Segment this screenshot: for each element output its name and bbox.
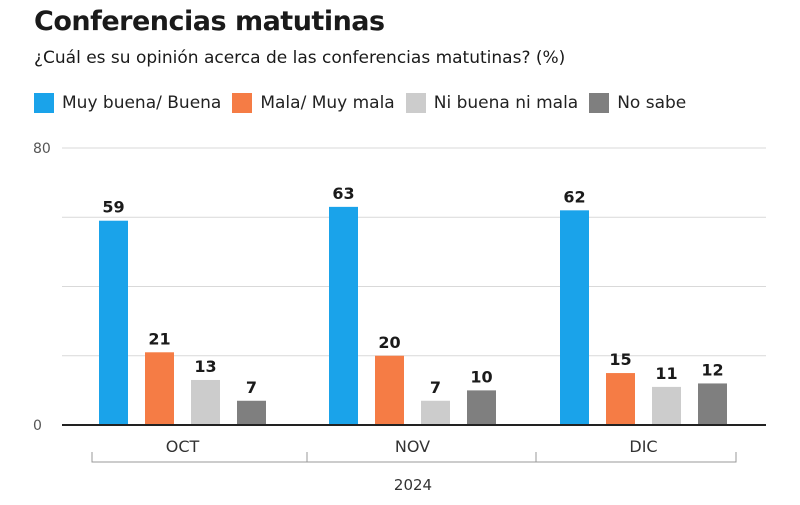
legend-item-ni-buena-ni-mala: Ni buena ni mala (405, 93, 579, 113)
data-label: 10 (470, 367, 492, 386)
bar (191, 379, 220, 425)
data-label: 12 (701, 360, 723, 379)
data-label: 7 (246, 378, 257, 397)
data-label: 11 (655, 364, 677, 383)
legend: Muy buena/ Buena Mala/ Muy mala Ni buena… (34, 93, 697, 113)
y-tick-label: 80 (33, 141, 51, 157)
legend-swatch (589, 93, 610, 113)
data-label: 15 (609, 350, 631, 369)
bar (375, 355, 404, 425)
data-label: 20 (378, 333, 400, 352)
bar (99, 220, 128, 425)
data-label: 59 (102, 198, 124, 217)
legend-label: Muy buena/ Buena (62, 93, 222, 113)
bar (560, 210, 589, 425)
year-label: 2024 (394, 476, 432, 494)
bar (421, 400, 450, 425)
data-label: 21 (148, 329, 170, 348)
bar (237, 400, 266, 425)
legend-swatch (232, 93, 253, 113)
bar (145, 352, 174, 425)
data-label: 7 (430, 378, 441, 397)
legend-swatch (34, 93, 54, 113)
bar (606, 373, 635, 425)
bar (652, 386, 681, 425)
x-tick-label: DIC (629, 437, 657, 456)
y-tick-label: 0 (33, 418, 42, 434)
legend-swatch (405, 93, 426, 113)
legend-label: No sabe (617, 93, 687, 113)
data-label: 13 (194, 357, 216, 376)
data-label: 62 (563, 187, 585, 206)
bar (329, 206, 358, 425)
bar (467, 390, 496, 425)
x-tick-label: NOV (395, 437, 430, 456)
chart-title: Conferencias matutinas (34, 6, 385, 37)
legend-label: Ni buena ni mala (433, 93, 579, 113)
legend-label: Mala/ Muy mala (260, 93, 395, 113)
chart-subtitle: ¿Cuál es su opinión acerca de las confer… (34, 48, 566, 68)
year-bracket (91, 452, 737, 463)
legend-item-muy-buena: Muy buena/ Buena (34, 93, 221, 113)
x-tick-label: OCT (166, 437, 200, 456)
data-label: 63 (332, 184, 354, 203)
bar (698, 383, 727, 425)
legend-item-mala: Mala/ Muy mala (232, 93, 395, 113)
legend-item-no-sabe: No sabe (589, 93, 686, 113)
